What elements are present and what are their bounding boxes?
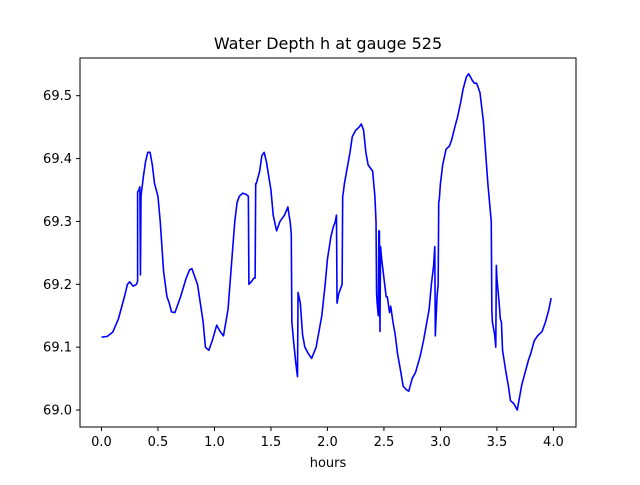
x-tick-label: 2.5 xyxy=(374,435,395,450)
y-tick-label: 69.2 xyxy=(43,278,72,293)
x-axis-ticks: 0.0 0.5 1.0 1.5 2.0 2.5 3.0 3.5 4.0 xyxy=(91,427,564,450)
y-tick-label: 69.3 xyxy=(43,215,72,230)
y-tick-label: 69.0 xyxy=(43,404,72,419)
y-tick-label: 69.1 xyxy=(43,341,72,356)
x-tick-label: 4.0 xyxy=(543,435,564,450)
x-tick-label: 3.5 xyxy=(487,435,508,450)
x-tick-label: 0.5 xyxy=(148,435,169,450)
x-tick-label: 3.0 xyxy=(430,435,451,450)
chart-title: Water Depth h at gauge 525 xyxy=(214,34,442,53)
plot-frame xyxy=(79,57,577,428)
x-tick-label: 1.0 xyxy=(204,435,225,450)
series-line-0 xyxy=(101,72,552,411)
x-tick-label: 0.0 xyxy=(91,435,112,450)
x-axis-label: hours xyxy=(310,456,347,471)
y-tick-label: 69.4 xyxy=(43,152,72,167)
series-layer xyxy=(101,72,552,411)
y-axis-ticks: 69.0 69.1 69.2 69.3 69.4 69.5 xyxy=(43,89,80,419)
y-tick-label: 69.5 xyxy=(43,89,72,104)
x-tick-label: 1.5 xyxy=(261,435,282,450)
x-tick-label: 2.0 xyxy=(317,435,338,450)
